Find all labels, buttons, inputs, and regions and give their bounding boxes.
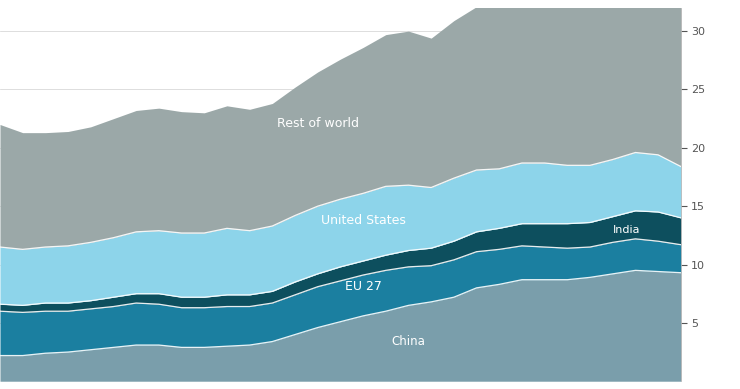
Text: India: India <box>613 224 640 235</box>
Text: EU 27: EU 27 <box>345 280 382 293</box>
Text: China: China <box>391 335 426 348</box>
Text: United States: United States <box>320 214 406 227</box>
Text: Rest of world: Rest of world <box>277 117 359 130</box>
